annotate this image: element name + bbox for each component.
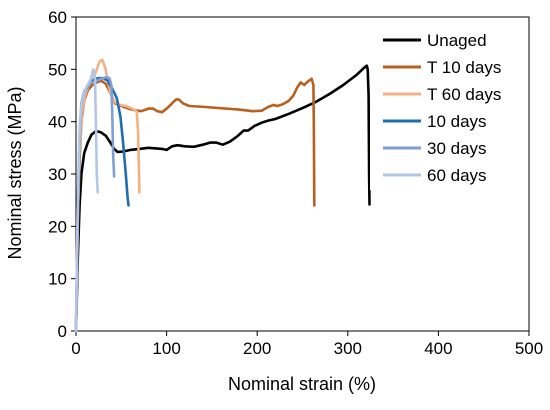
legend: Unaged T 10 days T 60 days 10 days 30 days 60… <box>370 22 525 190</box>
legend-entry-t-60-days: T 60 days <box>427 85 501 104</box>
x-tick-label: 400 <box>424 339 452 358</box>
y-tick-label: 10 <box>48 270 67 289</box>
series-line-10-days <box>74 76 130 333</box>
series-layer <box>74 58 371 333</box>
y-tick-label: 0 <box>58 322 67 341</box>
legend-entry-unaged: Unaged <box>427 31 487 50</box>
x-tick-label: 500 <box>515 339 543 358</box>
series-line-t-10-days <box>74 77 316 333</box>
x-tick-label: 0 <box>71 339 80 358</box>
series-line-t-60-days <box>74 58 141 333</box>
x-tick-label: 300 <box>334 339 362 358</box>
y-tick-label: 30 <box>48 165 67 184</box>
y-tick-label: 40 <box>48 113 67 132</box>
y-tick-label: 60 <box>48 8 67 27</box>
y-tick-label: 50 <box>48 60 67 79</box>
y-axis-title: Nominal stress (MPa) <box>5 86 25 259</box>
series-line-60-days <box>74 68 99 333</box>
legend-entry-60-days: 60 days <box>427 166 487 185</box>
legend-entry-30-days: 30 days <box>427 139 487 158</box>
legend-entry-10-days: 10 days <box>427 112 487 131</box>
legend-entry-t-10-days: T 10 days <box>427 58 501 77</box>
x-tick-label: 200 <box>243 339 271 358</box>
x-axis-title: Nominal strain (%) <box>228 374 376 394</box>
series-line-unaged <box>74 64 371 333</box>
axes: 0 100 200 300 400 500 0 10 20 30 40 50 60 <box>48 8 543 358</box>
y-tick-label: 20 <box>48 217 67 236</box>
x-tick-label: 100 <box>152 339 180 358</box>
legend-box <box>370 22 525 190</box>
